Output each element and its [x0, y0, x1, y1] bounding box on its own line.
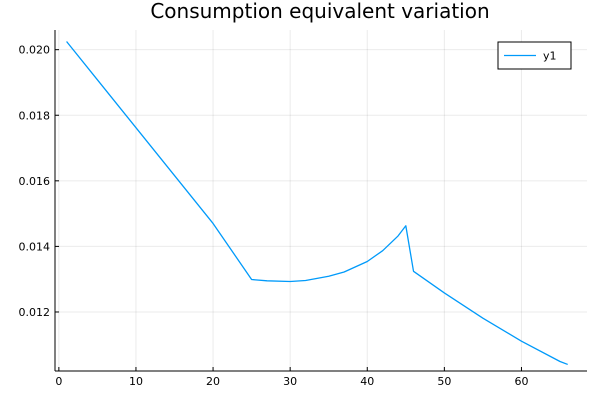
y-tick-label: 0.012	[19, 306, 51, 319]
x-tick-label: 10	[129, 375, 143, 388]
x-tick-label: 0	[55, 375, 62, 388]
series-line	[66, 41, 568, 366]
series-layer	[66, 41, 568, 366]
grid-layer	[55, 30, 587, 371]
y-tick-label: 0.020	[19, 44, 51, 57]
x-tick-label: 20	[206, 375, 220, 388]
axis-layer: 0 10 20 30 40 50 60 0.012 0.014 0.016 0.018 0.020	[19, 30, 587, 388]
x-tick-label: 40	[360, 375, 374, 388]
legend-label: y1	[543, 50, 557, 63]
x-tick-label: 50	[437, 375, 451, 388]
y-tick-label: 0.018	[19, 109, 51, 122]
chart-title: Consumption equivalent variation	[150, 0, 489, 23]
x-tick-label: 60	[514, 375, 528, 388]
x-tick-label: 30	[283, 375, 297, 388]
y-tick-label: 0.014	[19, 240, 51, 253]
y-tick-label: 0.016	[19, 175, 51, 188]
legend: y1	[497, 41, 572, 70]
